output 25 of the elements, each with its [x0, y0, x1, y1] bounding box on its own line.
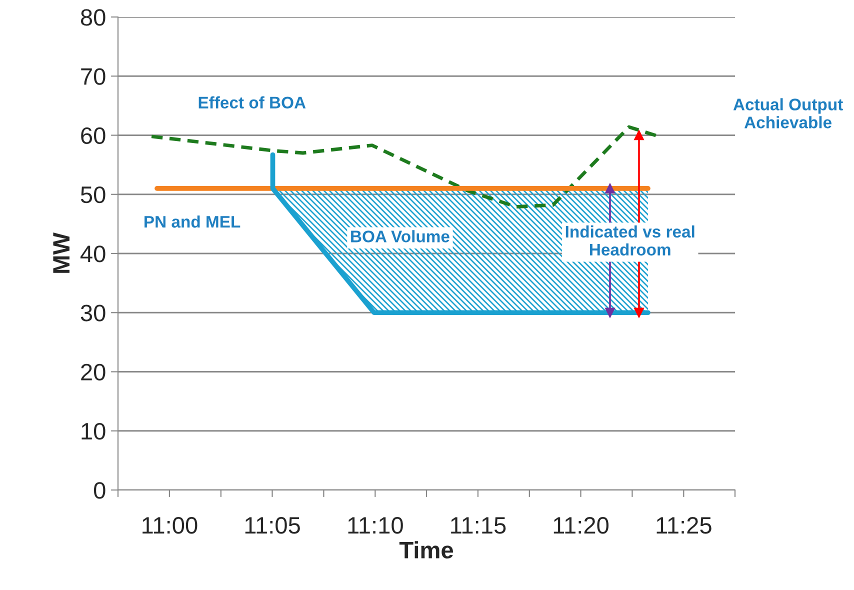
- line-series: [150, 125, 659, 209]
- annotation: BOA Volume: [351, 230, 450, 242]
- y-tick-label: 40: [80, 246, 106, 262]
- y-tick-label: 30: [80, 304, 106, 322]
- y-tick-label: 0: [94, 482, 106, 499]
- y-tick-label: 70: [81, 68, 106, 85]
- annotation: Actual Output Achievable: [733, 98, 843, 128]
- y-tick-label: 10: [82, 422, 106, 440]
- x-tick-label: 11:25: [656, 517, 712, 534]
- y-tick-label: 20: [81, 364, 106, 381]
- x-tick-label: 11:05: [245, 517, 300, 534]
- point: [605, 308, 615, 318]
- x-axis-title: Time: [399, 541, 454, 559]
- x-tick-label: 11:15: [451, 517, 506, 534]
- x-tick-label: 11:20: [554, 517, 608, 534]
- annotation: Indicated vs real Headroom: [566, 225, 694, 256]
- annotation: PN and MEL: [144, 215, 240, 228]
- y-tick-label: 50: [80, 186, 106, 204]
- y-tick-label: 80: [80, 9, 106, 26]
- x-tick-label: 11:10: [348, 517, 403, 534]
- x-tick-label: 11:00: [142, 517, 198, 534]
- annotation: Effect of BOA: [198, 96, 306, 109]
- y-tick-label: 60: [81, 127, 106, 144]
- point: [605, 184, 615, 194]
- y-axis-title: MW: [53, 232, 70, 273]
